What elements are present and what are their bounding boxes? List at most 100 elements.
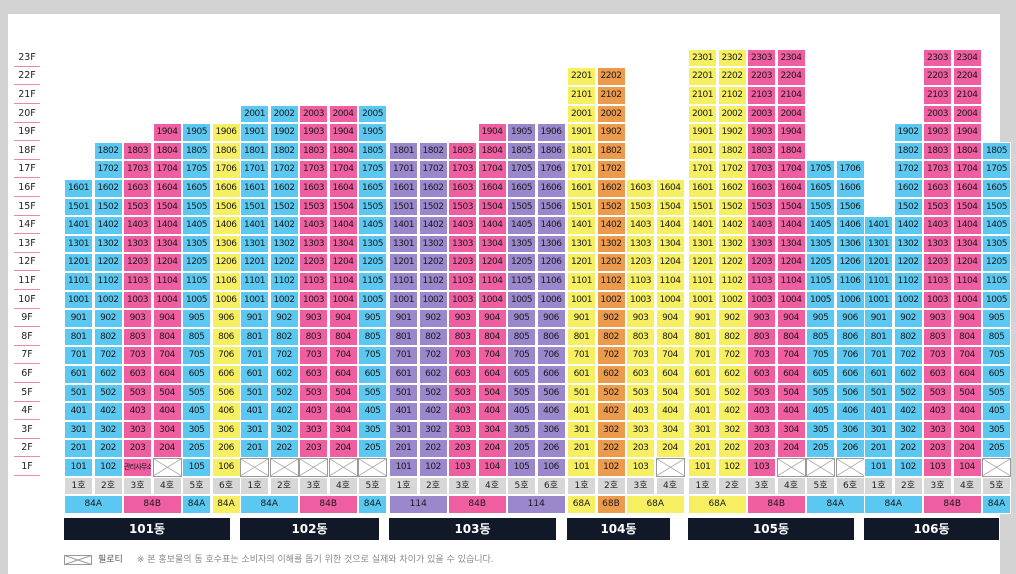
unit-cell: 301 [567, 420, 596, 440]
unit-cell: 1106 [211, 272, 241, 291]
unit-cell: 1506 [211, 197, 241, 217]
unit-cell: 301 [389, 420, 418, 440]
ho-label: 2호 [269, 476, 299, 496]
unit-cell: 1102 [269, 272, 299, 291]
unit-cell: 604 [655, 365, 685, 384]
unit-cell: 1506 [536, 197, 566, 217]
unit-cell: 804 [952, 327, 982, 347]
unit-cell: 402 [893, 402, 923, 421]
floor-label: 22F [14, 68, 40, 86]
unit-cell: 1403 [448, 216, 477, 235]
unit-cell: 1703 [123, 160, 152, 179]
unit-cell: 1504 [952, 197, 982, 217]
unit-cell: 805 [182, 327, 211, 347]
unit-cell: 1705 [182, 160, 211, 179]
unit-cell: 1803 [448, 141, 477, 161]
unit-cell: 204 [152, 439, 182, 458]
unit-cell: 1605 [358, 179, 387, 198]
floor-label: 11F [14, 273, 40, 290]
unit-cell: 2001 [567, 104, 596, 124]
unit-cell: 105 [507, 458, 536, 477]
unit-cell: 1505 [982, 197, 1011, 217]
unit-cell: 1902 [596, 123, 626, 142]
unit-cell: 803 [299, 327, 328, 347]
unit-cell: 403 [448, 402, 477, 421]
unit-cell: 1303 [123, 234, 152, 254]
unit-cell: 1404 [655, 216, 685, 235]
unit-cell: 304 [152, 420, 182, 440]
unit-cell: 504 [152, 383, 182, 403]
unit-cell: 1404 [952, 216, 982, 235]
unit-cell: 504 [477, 383, 507, 403]
unit-cell: 1804 [477, 141, 507, 161]
unit-cell: 1703 [299, 160, 328, 179]
unit-cell: 502 [93, 383, 123, 403]
unit-cell: 404 [477, 402, 507, 421]
unit-type-label: 114 [389, 495, 448, 514]
unit-cell: 201 [567, 439, 596, 458]
unit-cell: 503 [299, 383, 328, 403]
unit-cell: 404 [952, 402, 982, 421]
unit-cell: 2303 [923, 48, 952, 68]
unit-cell: 703 [448, 346, 477, 365]
unit-cell: 402 [418, 402, 448, 421]
unit-cell: 1502 [418, 197, 448, 217]
unit-cell: 503 [747, 383, 776, 403]
unit-cell: 1802 [893, 141, 923, 161]
unit-cell: 301 [240, 420, 269, 440]
ho-label: 1호 [64, 476, 93, 496]
unit-cell: 804 [152, 327, 182, 347]
unit-cell: 1206 [211, 253, 241, 272]
unit-cell: 1601 [688, 179, 717, 198]
unit-cell: 805 [507, 327, 536, 347]
unit-cell: 1205 [806, 253, 835, 272]
unit-cell: 803 [923, 327, 952, 347]
unit-cell: 306 [211, 420, 241, 440]
unit-cell: 1902 [717, 123, 747, 142]
unit-cell: 1502 [93, 197, 123, 217]
unit-cell: 1005 [982, 290, 1011, 310]
unit-cell: 1405 [358, 216, 387, 235]
unit-cell: 1105 [806, 272, 835, 291]
unit-cell: 1005 [806, 290, 835, 310]
unit-cell: 1003 [299, 290, 328, 310]
unit-cell: 201 [389, 439, 418, 458]
unit-cell: 404 [152, 402, 182, 421]
unit-cell: 903 [923, 309, 952, 328]
unit-cell: 1901 [688, 123, 717, 142]
unit-cell: 1306 [211, 234, 241, 254]
unit-cell: 1904 [152, 123, 182, 142]
unit-cell: 503 [448, 383, 477, 403]
unit-cell: 604 [776, 365, 806, 384]
unit-cell: 1301 [567, 234, 596, 254]
unit-cell: 1201 [688, 253, 717, 272]
unit-cell: 2001 [240, 104, 269, 124]
ho-label: 3호 [747, 476, 776, 496]
unit-cell: 1104 [655, 272, 685, 291]
unit-cell: 1105 [507, 272, 536, 291]
unit-cell: 1803 [123, 141, 152, 161]
unit-cell: 802 [596, 327, 626, 347]
unit-cell: 1803 [747, 141, 776, 161]
unit-cell: 2003 [299, 104, 328, 124]
unit-cell: 1202 [893, 253, 923, 272]
unit-cell: 706 [536, 346, 566, 365]
unit-cell: 305 [358, 420, 387, 440]
unit-cell: 703 [626, 346, 655, 365]
unit-cell: 1801 [567, 141, 596, 161]
unit-cell: 1704 [477, 160, 507, 179]
unit-cell: 1302 [717, 234, 747, 254]
floor-label: 12F [14, 254, 40, 272]
floor-label: 21F [14, 87, 40, 104]
unit-cell: 1404 [152, 216, 182, 235]
unit-type-label: 84A [64, 495, 123, 514]
unit-cell: 605 [806, 365, 835, 384]
ho-label: 3호 [299, 476, 328, 496]
unit-cell: 401 [864, 402, 893, 421]
ho-label: 5호 [507, 476, 536, 496]
unit-cell: 1806 [536, 141, 566, 161]
unit-cell: 1704 [152, 160, 182, 179]
unit-cell: 705 [982, 346, 1011, 365]
unit-cell: 202 [717, 439, 747, 458]
unit-cell: 1906 [536, 123, 566, 142]
